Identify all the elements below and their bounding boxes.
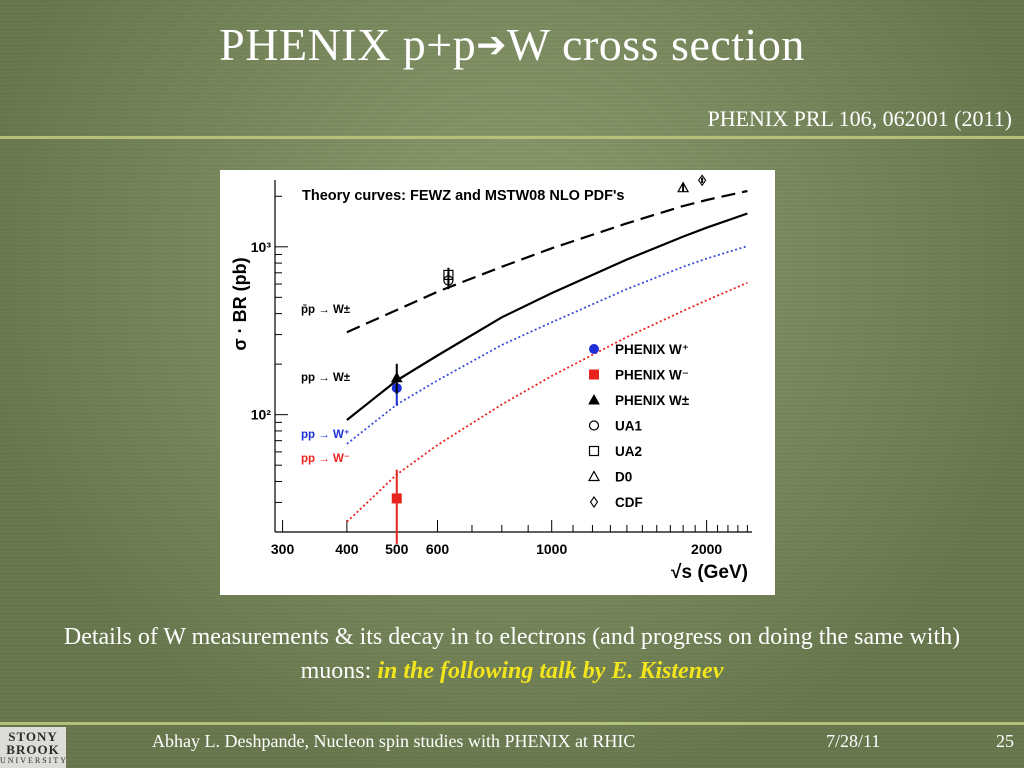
legend-label: PHENIX W⁺ [615, 342, 689, 357]
theory-curve-3 [346, 281, 748, 523]
x-tick-label: 500 [385, 541, 409, 557]
logo-line-3: UNIVERSITY [0, 756, 68, 765]
legend: PHENIX W⁺ PHENIX W⁻ PHENIX W± UA1 UA2 D0 CDF [587, 342, 690, 510]
data-point-2 [390, 371, 403, 383]
legend-marker [587, 470, 601, 482]
title-text-end: W cross section [506, 19, 805, 70]
slide-title: PHENIX p+p➔W cross section [0, 18, 1024, 71]
data-point-5 [677, 181, 690, 193]
arrow-icon: ➔ [476, 25, 507, 66]
caption-highlight: in the following talk by E. Kistenev [377, 658, 724, 684]
cross-section-chart: 300 400 500 600 1000 2000 10² 10³ p̄p → W± pp → … [220, 170, 775, 595]
footer-date: 7/28/11 [826, 731, 881, 751]
theory-curve-2 [346, 245, 748, 445]
page-number: 25 [996, 731, 1014, 751]
data-point-4 [443, 269, 454, 281]
legend-marker [589, 344, 599, 354]
legend-label: PHENIX W± [615, 393, 690, 408]
data-points [390, 174, 707, 544]
university-logo: STONY BROOK UNIVERSITY [0, 727, 66, 768]
legend-label: CDF [615, 495, 643, 510]
caption-text: Details of W measurements & its decay in… [63, 624, 961, 684]
x-tick-label: 400 [335, 541, 359, 557]
axes: 300 400 500 600 1000 2000 10² 10³ [251, 180, 752, 557]
curve-label: pp → W⁻ [301, 453, 350, 465]
y-tick-label: 10³ [251, 239, 272, 255]
legend-marker [589, 496, 599, 508]
chart-svg: 300 400 500 600 1000 2000 10² 10³ p̄p → W± pp → … [230, 174, 752, 583]
data-point-6 [697, 174, 707, 187]
data-point-1 [391, 493, 402, 504]
logo-line-1: STONY [8, 729, 58, 744]
curve-label: p̄p → W± [301, 304, 351, 316]
curve-label: pp → W± [301, 372, 351, 384]
footer-author: Abhay L. Deshpande, Nucleon spin studies… [152, 731, 636, 751]
y-axis-label: σ · BR (pb) [230, 257, 250, 350]
x-tick-label: 2000 [691, 541, 722, 557]
legend-label: UA1 [615, 419, 642, 434]
legend-marker [588, 393, 600, 405]
bottom-divider [0, 722, 1024, 725]
caption: Details of W measurements & its decay in… [30, 620, 994, 688]
title-text-start: PHENIX p+p [219, 19, 477, 70]
x-tick-label: 1000 [536, 541, 567, 557]
x-axis-label: √s (GeV) [671, 562, 748, 583]
legend-label: UA2 [615, 444, 642, 459]
top-divider [0, 136, 1024, 139]
chart-title: Theory curves: FEWZ and MSTW08 NLO PDF's [302, 188, 625, 204]
x-tick-label: 600 [426, 541, 450, 557]
logo-line-2: BROOK [6, 742, 60, 757]
legend-label: D0 [615, 470, 632, 485]
theory-curves: p̄p → W± pp → W± pp → W⁺ pp → W⁻ [301, 189, 748, 523]
legend-marker [589, 369, 599, 380]
legend-marker [588, 445, 600, 457]
legend-marker [588, 420, 600, 431]
theory-curve-0 [346, 189, 748, 334]
theory-curve-1 [346, 212, 748, 421]
legend-label: PHENIX W⁻ [615, 368, 689, 383]
curve-label: pp → W⁺ [301, 429, 350, 441]
y-tick-label: 10² [251, 407, 272, 423]
x-tick-label: 300 [271, 541, 295, 557]
publication-reference: PHENIX PRL 106, 062001 (2011) [707, 106, 1012, 131]
